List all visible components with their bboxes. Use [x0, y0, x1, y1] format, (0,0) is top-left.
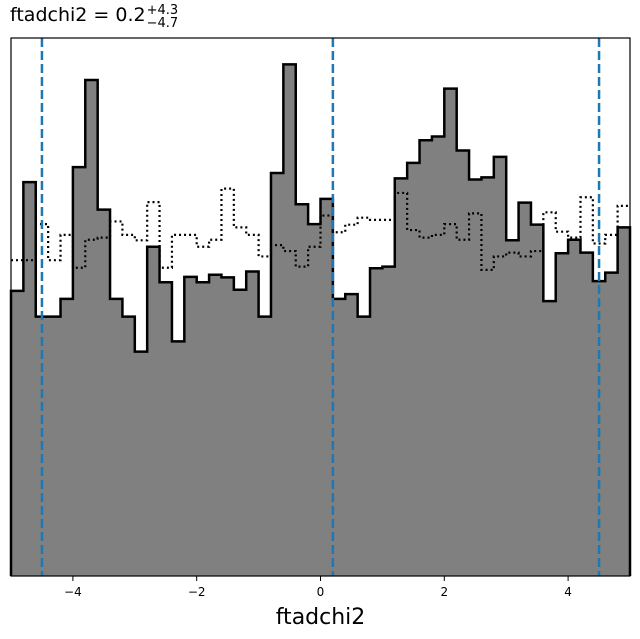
- histogram-dotted-series-2: [11, 187, 630, 271]
- x-tick-label: −2: [188, 585, 206, 599]
- x-tick-label: 2: [440, 585, 448, 599]
- histogram-fill-series-1: [11, 64, 630, 576]
- histogram-outline-series-1: [9, 63, 632, 576]
- chart-title-upper-error: +4.3: [147, 3, 179, 18]
- x-tick-label: −4: [64, 585, 82, 599]
- plot-area: [9, 38, 632, 576]
- x-tick-label: 4: [564, 585, 572, 599]
- x-axis-label: ftadchi2: [276, 605, 366, 630]
- chart-title-base: ftadchi2 = 0.2: [10, 4, 146, 26]
- chart-title-lower-error: −4.7: [147, 16, 179, 31]
- x-axis: −4 −2 0 2 4: [64, 576, 572, 599]
- x-tick-label: 0: [317, 585, 325, 599]
- chart-title: ftadchi2 = 0.2: [10, 4, 146, 26]
